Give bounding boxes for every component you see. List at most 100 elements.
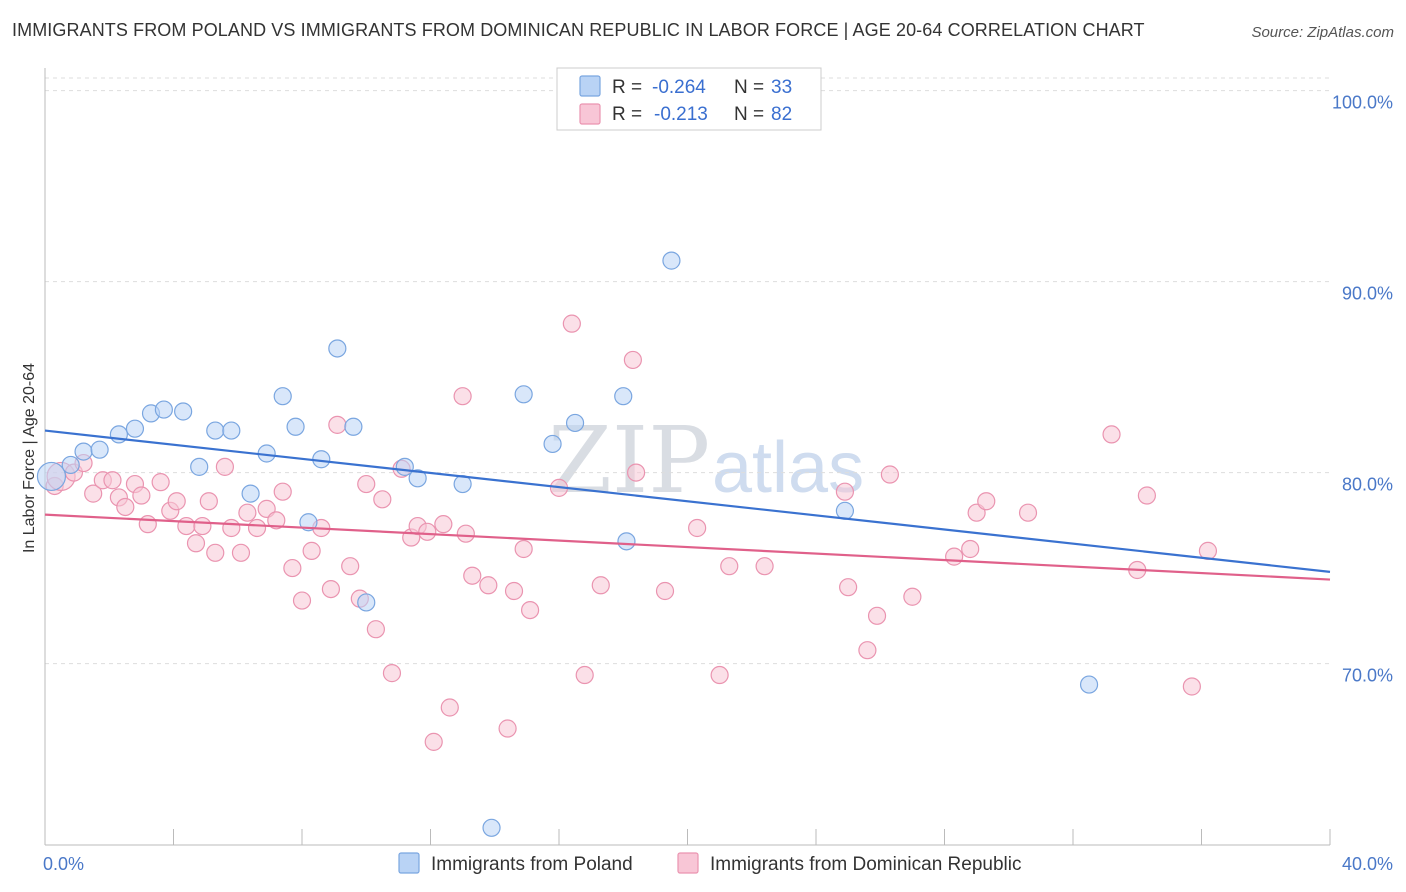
point-dominican-republic-79: [1137, 486, 1156, 505]
point-dominican-republic-75: [977, 492, 996, 511]
point-dominican-republic-36: [357, 474, 376, 494]
point-poland-1: [61, 455, 80, 475]
point-poland-8: [174, 402, 193, 421]
point-dominican-republic-66: [835, 482, 855, 501]
point-dominican-republic-16: [186, 534, 206, 553]
point-dominican-republic-72: [945, 547, 964, 566]
point-dominican-republic-77: [1102, 425, 1121, 444]
point-poland-11: [222, 421, 241, 440]
point-dominican-republic-48: [456, 524, 475, 543]
point-dominican-republic-51: [498, 719, 517, 738]
source-credit: Source: ZipAtlas.com: [1251, 24, 1394, 41]
y-tick-label-1: 80.0%: [1342, 475, 1393, 495]
point-dominican-republic-24: [247, 518, 267, 538]
point-dominican-republic-61: [655, 581, 675, 601]
x-tick-label-1: 40.0%: [1342, 854, 1393, 874]
point-dominican-republic-33: [328, 415, 347, 434]
point-poland-15: [286, 417, 305, 436]
point-poland-12: [241, 484, 260, 503]
point-dominican-republic-53: [514, 539, 533, 559]
point-dominican-republic-80: [1182, 677, 1201, 696]
point-dominican-republic-12: [151, 473, 170, 492]
point-dominican-republic-34: [341, 557, 360, 576]
point-poland-22: [408, 469, 427, 488]
point-dominican-republic-23: [238, 503, 257, 522]
point-poland-16: [299, 513, 318, 532]
point-dominican-republic-43: [418, 522, 437, 541]
point-dominican-republic-59: [623, 350, 642, 370]
y-tick-label-3: 100.0%: [1332, 93, 1393, 113]
point-poland-9: [190, 457, 209, 476]
legend-r-value-poland: -0.264: [652, 77, 706, 98]
trend-line-dominican-republic: [44, 513, 1331, 581]
point-poland-10: [206, 421, 225, 440]
y-tick-label-2: 90.0%: [1342, 284, 1393, 304]
point-dominican-republic-14: [167, 492, 186, 511]
point-dominican-republic-18: [199, 492, 218, 511]
axes: [44, 68, 1331, 846]
point-dominican-republic-10: [132, 486, 151, 505]
point-dominican-republic-70: [880, 465, 899, 484]
series-legend-swatch-poland: [398, 852, 420, 874]
point-poland-28: [614, 387, 633, 406]
y-tick-label-0: 70.0%: [1342, 666, 1393, 686]
point-dominican-republic-19: [206, 543, 225, 562]
point-dominican-republic-54: [520, 600, 540, 620]
legend-n-value-dr: 82: [771, 104, 792, 125]
trend-lines: [44, 429, 1331, 581]
point-dominican-republic-69: [867, 606, 887, 625]
point-poland-32: [1079, 675, 1099, 694]
legend-swatch-dominican-republic: [579, 103, 601, 125]
point-poland-3: [90, 440, 109, 459]
point-dominican-republic-63: [710, 665, 729, 685]
point-poland-30: [662, 251, 681, 270]
point-dominican-republic-15: [177, 516, 196, 536]
point-dominican-republic-45: [434, 515, 453, 534]
series-legend: Immigrants from Poland Immigrants from D…: [398, 852, 1022, 875]
point-poland-27: [565, 413, 585, 433]
legend-r-label-dr: R =: [612, 104, 642, 125]
point-dominican-republic-8: [116, 497, 135, 517]
point-poland-18: [328, 339, 347, 358]
point-dominican-republic-46: [440, 698, 459, 717]
point-dominican-republic-50: [479, 576, 498, 595]
point-poland-2: [74, 442, 93, 461]
series-legend-label-poland: Immigrants from Poland: [431, 854, 633, 875]
point-poland-19: [344, 417, 363, 436]
point-dominican-republic-11: [138, 515, 157, 534]
point-poland-20: [357, 593, 376, 612]
point-dominican-republic-28: [283, 558, 302, 578]
series-dominican-republic-points: [45, 314, 1218, 751]
point-poland-5: [125, 419, 145, 438]
legend-r-label-poland: R =: [612, 77, 642, 98]
point-dominican-republic-47: [453, 387, 472, 406]
legend-r-value-dr: -0.213: [654, 104, 708, 125]
x-tick-label-0: 0.0%: [43, 854, 84, 874]
point-poland-25: [514, 385, 533, 404]
point-dominican-republic-38: [373, 490, 392, 509]
y-tick-labels: 70.0% 80.0% 90.0% 100.0%: [1332, 93, 1393, 686]
legend-n-label-poland: N =: [734, 77, 764, 98]
point-dominican-republic-37: [366, 620, 385, 639]
point-dominican-republic-39: [382, 664, 402, 683]
series-legend-swatch-dominican-republic: [677, 852, 699, 874]
watermark: ZIP atlas: [548, 407, 864, 514]
point-dominican-republic-26: [267, 511, 286, 530]
point-dominican-republic-4: [84, 484, 103, 503]
point-dominican-republic-44: [424, 732, 443, 751]
point-dominican-republic-17: [193, 516, 212, 536]
point-dominican-republic-73: [961, 539, 980, 559]
chart-title: IMMIGRANTS FROM POLAND VS IMMIGRANTS FRO…: [12, 20, 1145, 40]
point-dominican-republic-68: [858, 641, 877, 660]
point-poland-31: [835, 501, 855, 520]
point-poland-29: [617, 532, 636, 551]
point-poland-24: [482, 818, 501, 837]
legend-n-label-dr: N =: [734, 104, 764, 125]
point-poland-26: [543, 434, 562, 454]
series-legend-label-dominican-republic: Immigrants from Dominican Republic: [710, 854, 1022, 875]
stats-legend-box: [556, 67, 822, 131]
point-dominican-republic-52: [504, 581, 524, 601]
point-dominican-republic-6: [103, 471, 122, 490]
point-dominican-republic-22: [231, 543, 251, 562]
